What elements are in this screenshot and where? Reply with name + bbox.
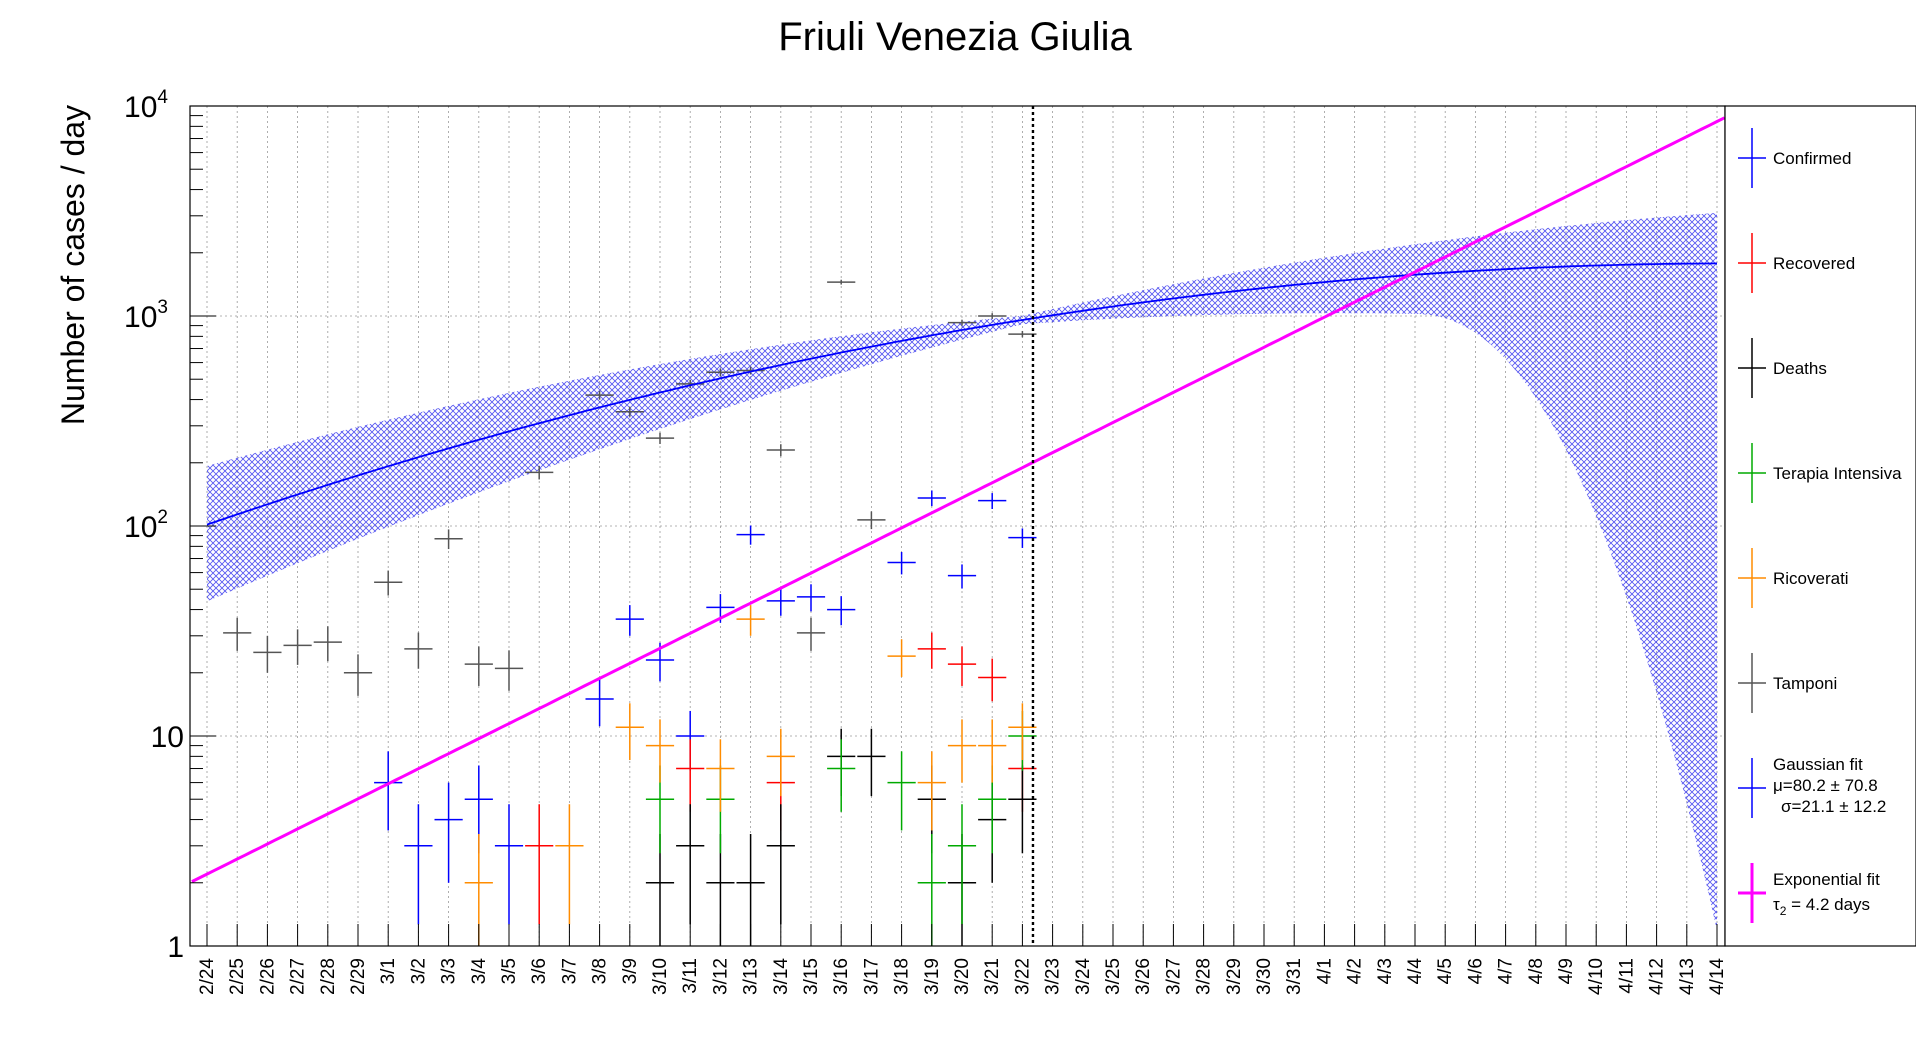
y-tick-label: 1 bbox=[167, 931, 184, 964]
y-tick-label: 103 bbox=[124, 297, 168, 334]
series-ricoverati bbox=[464, 605, 1037, 946]
x-tick-label: 4/4 bbox=[1405, 958, 1426, 985]
legend-entry-deaths: Deaths bbox=[1738, 338, 1827, 398]
y-tick-label: 102 bbox=[124, 507, 168, 544]
chart-title: Friuli Venezia Giulia bbox=[778, 15, 1132, 59]
x-tick-label: 3/7 bbox=[559, 958, 580, 984]
y-tick-label: 104 bbox=[124, 87, 168, 124]
x-tick-label: 3/13 bbox=[741, 958, 762, 995]
series-terapia-intensiva bbox=[645, 710, 1037, 946]
legend-entry-terapia-intensiva: Terapia Intensiva bbox=[1738, 443, 1902, 503]
x-tick-label: 4/9 bbox=[1556, 958, 1577, 984]
x-tick-label: 3/18 bbox=[892, 958, 913, 995]
gaussian-fit-curve bbox=[206, 262, 1718, 526]
x-tick-label: 3/6 bbox=[529, 958, 550, 984]
legend-label: Tamponi bbox=[1773, 674, 1837, 693]
legend-label: Recovered bbox=[1773, 254, 1855, 273]
legend-frame bbox=[1724, 105, 1916, 947]
x-tick-label: 3/2 bbox=[408, 958, 429, 984]
x-tick-label: 3/29 bbox=[1224, 958, 1245, 995]
x-tick-label: 3/14 bbox=[771, 958, 792, 995]
legend-entry-gaussian-fit: Gaussian fit μ=80.2 ± 70.8 σ=21.1 ± 12.2 bbox=[1738, 755, 1886, 818]
legend-label: Deaths bbox=[1773, 359, 1827, 378]
x-tick-label: 4/7 bbox=[1496, 958, 1517, 984]
x-tick-label: 3/30 bbox=[1254, 958, 1275, 995]
x-tick-label: 3/11 bbox=[680, 958, 701, 994]
series-confirmed bbox=[374, 490, 1037, 925]
y-axis: 1 10 102 103 104 bbox=[124, 87, 216, 964]
x-tick-label: 3/1 bbox=[378, 958, 399, 984]
legend-entry-exponential-fit: Exponential fit τ2 = 4.2 days bbox=[1738, 863, 1880, 923]
x-tick-label: 3/16 bbox=[831, 958, 852, 995]
x-tick-label: 4/2 bbox=[1345, 958, 1366, 984]
x-tick-label: 2/29 bbox=[348, 958, 369, 995]
x-tick-label: 4/10 bbox=[1586, 958, 1607, 995]
x-tick-label: 3/26 bbox=[1133, 958, 1154, 995]
legend-label: Exponential fit bbox=[1773, 870, 1880, 889]
fit-curves bbox=[191, 106, 1726, 946]
x-tick-label: 3/3 bbox=[439, 958, 460, 984]
legend-label: Ricoverati bbox=[1773, 569, 1849, 588]
x-tick-label: 2/24 bbox=[197, 958, 218, 995]
grid bbox=[190, 106, 1725, 946]
confidence-band bbox=[207, 212, 1717, 931]
y-axis-label: Number of cases / day bbox=[55, 105, 91, 425]
x-tick-label: 3/9 bbox=[620, 958, 641, 984]
gaussian-fit-band bbox=[207, 212, 1717, 931]
legend-entry-ricoverati: Ricoverati bbox=[1738, 548, 1849, 608]
x-tick-label: 3/31 bbox=[1284, 958, 1305, 995]
legend-entry-recovered: Recovered bbox=[1738, 233, 1855, 293]
exponential-fit-curve bbox=[191, 116, 1726, 883]
x-tick-label: 4/5 bbox=[1435, 958, 1456, 984]
x-tick-label: 4/13 bbox=[1677, 958, 1698, 995]
x-tick-label: 3/28 bbox=[1194, 958, 1215, 995]
legend-params: μ=80.2 ± 70.8 bbox=[1773, 776, 1878, 795]
x-tick-label: 3/15 bbox=[801, 958, 822, 995]
x-tick-label: 4/1 bbox=[1314, 958, 1335, 984]
legend-entry-tamponi: Tamponi bbox=[1738, 653, 1837, 713]
data-points bbox=[223, 279, 1037, 946]
x-tick-label: 2/26 bbox=[257, 958, 278, 995]
x-tick-label: 3/20 bbox=[952, 958, 973, 995]
x-axis: 2/24 2/25 2/26 2/27 2/28 2/29 3/1 3/2 3/3 3/4 3/5 3… bbox=[197, 924, 1728, 995]
x-tick-label: 3/21 bbox=[982, 958, 1003, 995]
x-tick-label: 2/25 bbox=[227, 958, 248, 995]
legend: Confirmed Recovered Deaths Terapia Intensiv… bbox=[1724, 105, 1916, 947]
x-tick-label: 2/28 bbox=[318, 958, 339, 995]
y-tick-label: 10 bbox=[151, 721, 184, 754]
legend-label: Terapia Intensiva bbox=[1773, 464, 1902, 483]
x-tick-label: 4/3 bbox=[1375, 958, 1396, 984]
x-tick-label: 3/25 bbox=[1103, 958, 1124, 995]
x-tick-label: 4/8 bbox=[1526, 958, 1547, 984]
x-tick-label: 3/4 bbox=[469, 958, 490, 985]
x-tick-label: 4/12 bbox=[1647, 958, 1668, 995]
x-tick-label: 3/12 bbox=[710, 958, 731, 995]
legend-params: τ2 = 4.2 days bbox=[1773, 895, 1870, 918]
x-tick-label: 3/17 bbox=[861, 958, 882, 995]
x-tick-label: 4/6 bbox=[1465, 958, 1486, 984]
x-tick-label: 4/11 bbox=[1616, 958, 1637, 994]
x-tick-label: 3/24 bbox=[1073, 958, 1094, 995]
x-tick-label: 3/23 bbox=[1043, 958, 1064, 995]
x-tick-label: 3/8 bbox=[590, 958, 611, 984]
x-tick-label: 3/5 bbox=[499, 958, 520, 984]
legend-entry-confirmed: Confirmed bbox=[1738, 128, 1851, 188]
legend-label: Gaussian fit bbox=[1773, 755, 1863, 774]
x-tick-label: 2/27 bbox=[288, 958, 309, 995]
legend-params: σ=21.1 ± 12.2 bbox=[1781, 797, 1886, 816]
legend-label: Confirmed bbox=[1773, 149, 1851, 168]
x-tick-label: 3/27 bbox=[1163, 958, 1184, 995]
x-tick-label: 3/22 bbox=[1012, 958, 1033, 995]
x-tick-label: 4/14 bbox=[1707, 958, 1728, 995]
x-tick-label: 3/19 bbox=[922, 958, 943, 995]
x-tick-label: 3/10 bbox=[650, 958, 671, 995]
